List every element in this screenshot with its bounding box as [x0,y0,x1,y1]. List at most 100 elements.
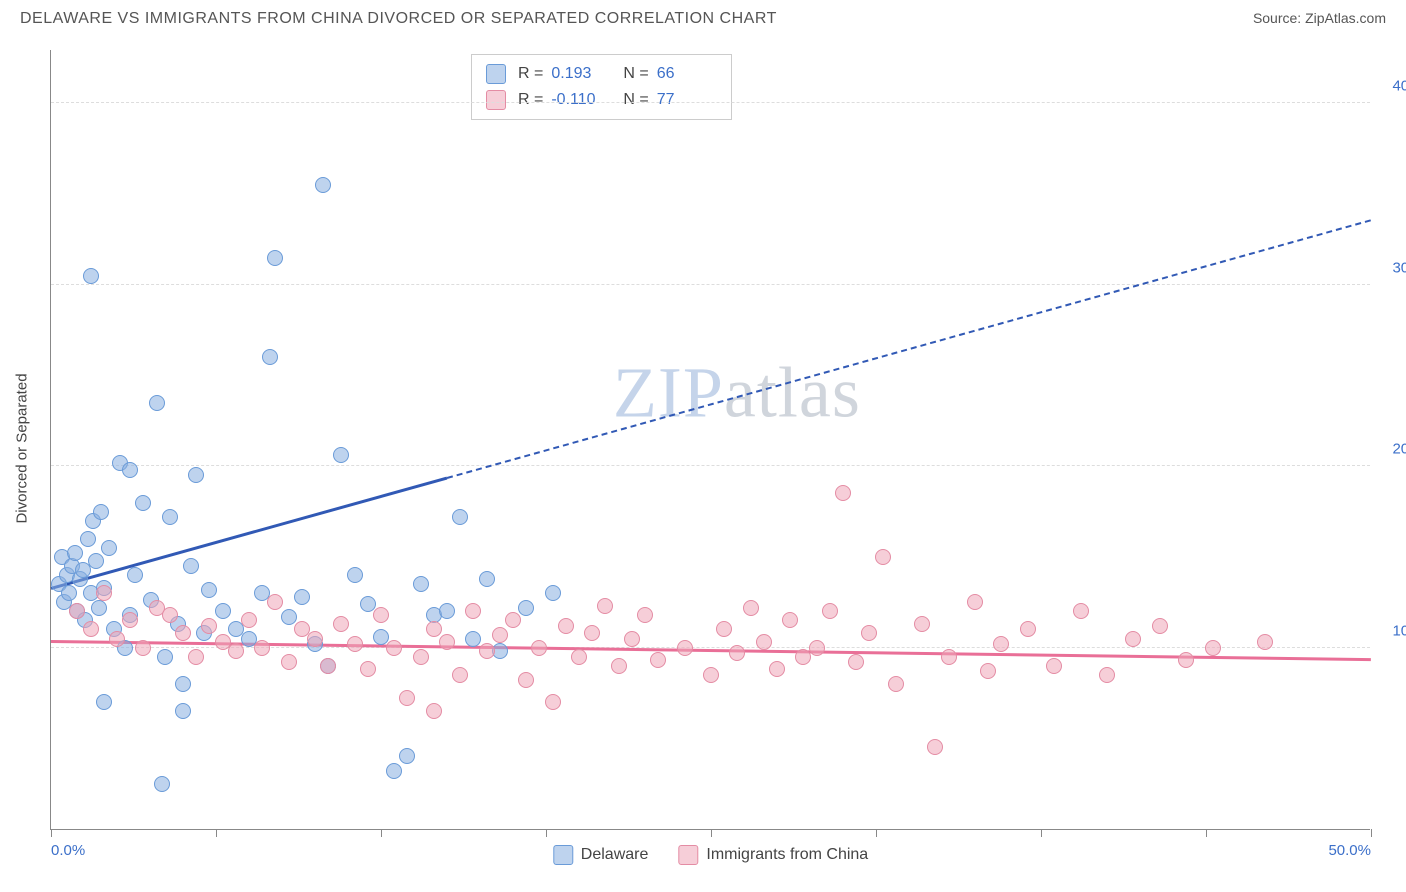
legend-item: Delaware [553,845,649,865]
data-point [399,690,415,706]
data-point [980,663,996,679]
data-point [1125,631,1141,647]
data-point [875,549,891,565]
data-point [729,645,745,661]
legend-swatch [486,90,506,110]
data-point [1205,640,1221,656]
legend-item: Immigrants from China [678,845,868,865]
ytick-label: 40.0% [1392,78,1406,95]
xtick [1206,829,1207,837]
plot-area: ZIPatlas R =0.193N =66R =-0.110N =77 Del… [50,50,1370,830]
data-point [558,618,574,634]
r-value: -0.110 [551,87,611,113]
data-point [91,600,107,616]
data-point [333,447,349,463]
chart-title: DELAWARE VS IMMIGRANTS FROM CHINA DIVORC… [20,10,777,28]
data-point [162,509,178,525]
data-point [122,462,138,478]
data-point [96,694,112,710]
series-legend: Delaware Immigrants from China [553,845,868,865]
xtick [1371,829,1372,837]
legend-row: R = -0.110 N = 77 [486,87,717,113]
data-point [347,567,363,583]
ytick-label: 20.0% [1392,441,1406,458]
data-point [175,676,191,692]
data-point [452,509,468,525]
gridline [51,102,1370,103]
data-point [413,649,429,665]
data-point [1020,621,1036,637]
legend-label: Delaware [581,846,649,864]
trendline-solid [51,477,448,590]
data-point [215,603,231,619]
data-point [584,625,600,641]
data-point [315,177,331,193]
data-point [281,654,297,670]
n-label: N = [623,61,648,87]
data-point [716,621,732,637]
r-label: R = [518,61,543,87]
data-point [61,585,77,601]
data-point [320,658,336,674]
data-point [69,603,85,619]
data-point [769,661,785,677]
data-point [154,776,170,792]
data-point [307,631,323,647]
data-point [1152,618,1168,634]
legend-row: R =0.193N =66 [486,61,717,87]
data-point [914,616,930,632]
xtick [51,829,52,837]
legend-label: Immigrants from China [706,846,868,864]
data-point [201,618,217,634]
data-point [109,631,125,647]
data-point [505,612,521,628]
data-point [545,694,561,710]
data-point [96,585,112,601]
data-point [545,585,561,601]
data-point [67,545,83,561]
data-point [135,640,151,656]
ytick-label: 30.0% [1392,259,1406,276]
data-point [333,616,349,632]
data-point [162,607,178,623]
data-point [518,600,534,616]
data-point [426,621,442,637]
xtick [381,829,382,837]
gridline [51,647,1370,648]
data-point [677,640,693,656]
correlation-legend: R =0.193N =66R =-0.110N =77 [471,54,732,120]
data-point [703,667,719,683]
data-point [743,600,759,616]
n-label: N = [623,87,648,113]
data-point [809,640,825,656]
data-point [465,603,481,619]
data-point [347,636,363,652]
data-point [254,640,270,656]
r-label: R = [518,87,543,113]
data-point [861,625,877,641]
xtick [546,829,547,837]
data-point [941,649,957,665]
xtick-label: 50.0% [1328,842,1371,859]
xtick [711,829,712,837]
data-point [399,748,415,764]
data-point [637,607,653,623]
data-point [122,612,138,628]
xtick [216,829,217,837]
ytick-label: 10.0% [1392,622,1406,639]
xtick [1041,829,1042,837]
data-point [492,627,508,643]
data-point [1046,658,1062,674]
data-point [80,531,96,547]
n-value: 66 [657,61,717,87]
data-point [228,643,244,659]
data-point [756,634,772,650]
data-point [281,609,297,625]
n-value: 77 [657,87,717,113]
legend-swatch [678,845,698,865]
legend-swatch [553,845,573,865]
data-point [135,495,151,511]
data-point [83,621,99,637]
data-point [149,395,165,411]
data-point [101,540,117,556]
